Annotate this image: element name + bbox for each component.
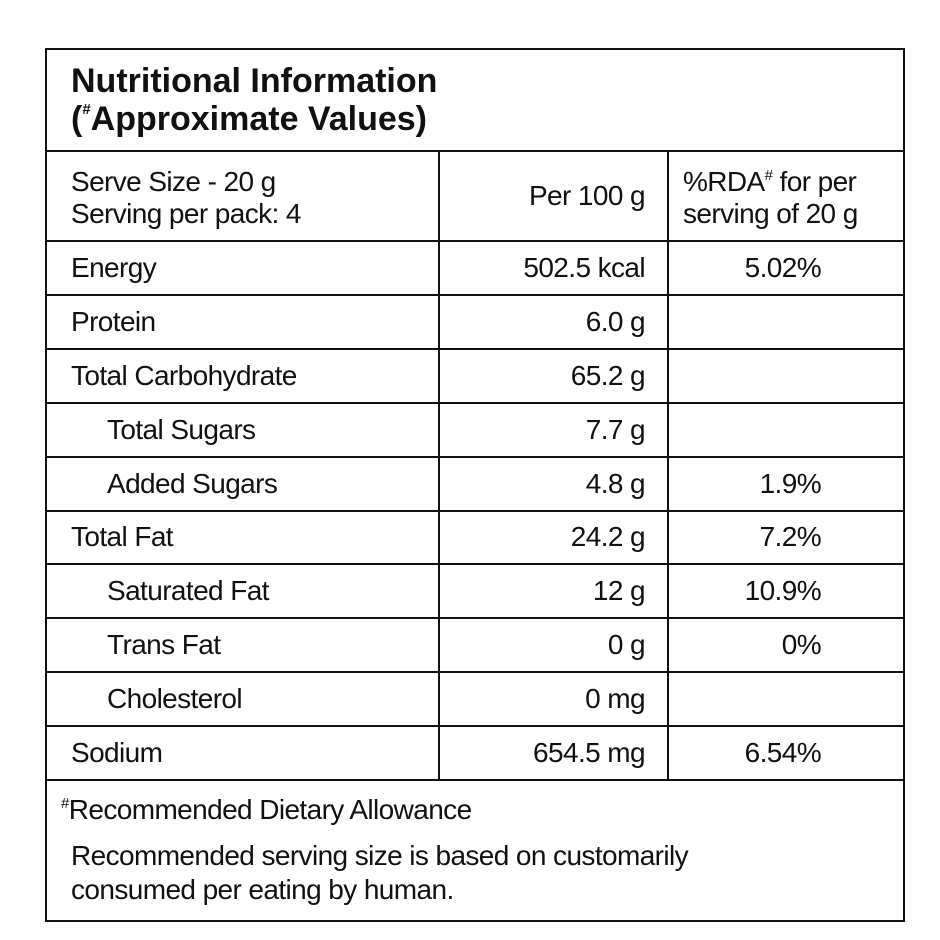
nutrition-table: Nutritional Information (#Approximate Va… bbox=[45, 48, 905, 922]
header-text: %RDA# for per bbox=[683, 166, 857, 198]
per-100g-value: 4.8 g bbox=[585, 467, 646, 499]
nutrient-label: Saturated Fat bbox=[107, 575, 269, 607]
per-100g-value: 502.5 kcal bbox=[523, 251, 645, 283]
note: consumed per eating by human. bbox=[71, 874, 454, 905]
nutrient-label: Energy bbox=[71, 251, 157, 283]
rule bbox=[47, 150, 903, 152]
rule bbox=[667, 150, 669, 781]
per-100g-value: 6.0 g bbox=[585, 305, 646, 337]
nutrient-label: Added Sugars bbox=[107, 467, 278, 499]
rda-value: 1.9% bbox=[759, 467, 822, 499]
nutrient-label: Total Sugars bbox=[107, 413, 256, 445]
per-100g-value: 24.2 g bbox=[570, 521, 646, 553]
header-cell: Per 100 g bbox=[440, 152, 646, 240]
nutrient-label: Trans Fat bbox=[107, 629, 221, 661]
title-text: ( bbox=[71, 100, 83, 138]
footnote-mark: # bbox=[61, 795, 69, 812]
footnote: #Recommended Dietary Allowance bbox=[61, 794, 472, 826]
rule bbox=[47, 455, 903, 458]
footnote-mark: # bbox=[82, 101, 91, 118]
title-text: Approximate Values) bbox=[90, 100, 428, 138]
nutrient-label: Cholesterol bbox=[107, 683, 243, 715]
header-text: for per bbox=[772, 166, 857, 197]
per-100g-value: 12 g bbox=[592, 575, 646, 607]
per-100g-value: 0 g bbox=[607, 629, 646, 661]
rule bbox=[47, 779, 903, 781]
table-title: Nutritional Information (#Approximate Va… bbox=[71, 62, 437, 138]
rule bbox=[47, 509, 903, 512]
rule bbox=[47, 563, 903, 566]
per-100g-value: 65.2 g bbox=[570, 359, 646, 391]
per-100g-value: 7.7 g bbox=[585, 413, 646, 445]
rda-value: 7.2% bbox=[759, 521, 822, 553]
per-100g-value: 0 mg bbox=[585, 683, 645, 715]
rda-value: 6.54% bbox=[744, 737, 822, 769]
per-100g-value: 654.5 mg bbox=[533, 737, 646, 769]
nutrient-label: Sodium bbox=[71, 737, 163, 769]
title-line: (#Approximate Values) bbox=[71, 100, 437, 138]
rda-value: 5.02% bbox=[744, 251, 822, 283]
header-cell: Serve Size - 20 g Serving per pack: 4 bbox=[71, 156, 301, 240]
rda-value: 0% bbox=[781, 629, 822, 661]
nutrient-label: Protein bbox=[71, 305, 156, 337]
rule bbox=[47, 725, 903, 728]
rule bbox=[438, 150, 440, 781]
nutrient-label: Total Fat bbox=[71, 521, 174, 553]
rule bbox=[47, 617, 903, 620]
header-text: Serve Size - 20 g bbox=[71, 166, 276, 197]
header-text: serving of 20 g bbox=[683, 198, 858, 229]
rule bbox=[47, 671, 903, 674]
rule bbox=[47, 401, 903, 404]
header-text: Serving per pack: 4 bbox=[71, 198, 301, 229]
rule bbox=[47, 293, 903, 296]
note: Recommended serving size is based on cus… bbox=[71, 840, 689, 871]
title-line: Nutritional Information bbox=[71, 62, 438, 100]
rda-value: 10.9% bbox=[744, 575, 822, 607]
footnote-mark: # bbox=[764, 167, 773, 184]
header-text: %RDA bbox=[683, 166, 765, 197]
header-text: Per 100 g bbox=[528, 180, 646, 211]
rule bbox=[47, 240, 903, 242]
nutrient-label: Total Carbohydrate bbox=[71, 359, 297, 391]
rule bbox=[47, 347, 903, 350]
footnote-text: Recommended Dietary Allowance bbox=[68, 794, 472, 825]
header-cell: %RDA# for per serving of 20 g bbox=[683, 156, 903, 240]
